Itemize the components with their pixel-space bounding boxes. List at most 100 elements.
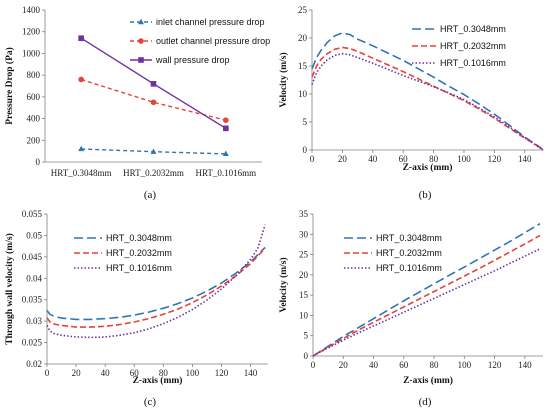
x-tick-label: 80 <box>430 360 440 370</box>
series-hrt-0-2032mm <box>312 234 541 357</box>
x-tick-label: 60 <box>399 154 409 164</box>
y-tick-label: 200 <box>27 135 41 145</box>
legend-marker <box>138 18 144 25</box>
x-tick-label: 140 <box>244 368 258 378</box>
data-point-marker <box>78 145 85 152</box>
data-point-marker <box>78 76 84 83</box>
legend-label: HRT_0.2032mm <box>376 248 442 258</box>
y-tick-label: 0.04 <box>26 273 42 283</box>
series-line <box>311 32 544 151</box>
x-tick-label: 120 <box>488 154 502 164</box>
chart-panel-c: 0.02 0.025 0.03 0.035 0.04 0.045 0.05 0.055 0 20 4… <box>4 209 268 408</box>
panel-caption: (b) <box>419 189 432 201</box>
data-point-marker <box>150 81 157 87</box>
x-tick-label: 80 <box>159 368 169 378</box>
y-axis-label: Velocity (m/s) <box>278 52 289 107</box>
series-line <box>46 247 266 328</box>
y-tick-label: 0.055 <box>22 209 43 219</box>
series-hrt-0-2032mm <box>46 247 266 328</box>
legend-label: HRT_0.1016mm <box>106 263 172 273</box>
legend-marker <box>138 38 144 44</box>
x-category-label: HRT_0.3048mm <box>51 168 112 178</box>
series-line <box>312 248 541 357</box>
series-hrt-0-3048mm <box>311 32 544 151</box>
legend-marker <box>138 57 144 63</box>
legend-label: inlet channel pressure drop <box>156 17 265 27</box>
series-hrt-0-1016mm <box>311 52 544 151</box>
x-tick-label: 0 <box>45 368 50 378</box>
y-tick-label: 1000 <box>22 48 41 58</box>
y-tick-label: 20 <box>299 270 309 280</box>
y-tick-label: 600 <box>27 92 41 102</box>
series-inlet-channel-pressure-drop <box>78 145 229 157</box>
legend-label: wall pressure drop <box>155 55 230 65</box>
x-tick-label: 0 <box>310 154 315 164</box>
y-tick-label: 5 <box>303 117 308 127</box>
y-tick-label: 800 <box>27 70 41 80</box>
x-tick-label: 60 <box>130 368 140 378</box>
chart-panel-d: 0 5 10 15 20 25 30 35 0 20 40 60 80 100 120 140 Velocity… <box>278 209 543 408</box>
x-axis-label: Z-axis (mm) <box>403 162 453 173</box>
x-category-label: HRT_0.1016mm <box>195 168 256 178</box>
y-tick-label: 0.03 <box>26 316 42 326</box>
legend: HRT_0.3048mm HRT_0.2032mm HRT_0.1016mm <box>74 233 172 273</box>
y-tick-label: 20 <box>298 33 308 43</box>
series-outlet-channel-pressure-drop <box>78 76 229 123</box>
y-tick-label: 0.045 <box>22 252 43 262</box>
x-tick-label: 140 <box>518 360 532 370</box>
legend: HRT_0.3048mm HRT_0.2032mm HRT_0.1016mm <box>344 233 442 273</box>
y-tick-label: 10 <box>298 89 308 99</box>
panel-caption: (c) <box>144 396 157 408</box>
y-tick-label: 0.05 <box>26 230 42 240</box>
legend-label: HRT_0.2032mm <box>106 248 172 258</box>
panel-caption: (d) <box>419 396 432 408</box>
data-point-marker <box>223 125 229 132</box>
y-axis-label: Pressure Drop (Pa) <box>4 47 15 125</box>
series-line <box>46 246 266 321</box>
series-line <box>311 46 544 151</box>
y-tick-label: 1400 <box>22 5 41 15</box>
legend-label: HRT_0.3048mm <box>376 233 442 243</box>
y-tick-label: 0 <box>303 145 308 155</box>
y-tick-label: 15 <box>298 61 308 71</box>
series-line <box>312 223 541 357</box>
legend-label: HRT_0.1016mm <box>440 58 506 68</box>
series-hrt-0-1016mm <box>46 224 266 339</box>
x-tick-label: 40 <box>369 360 379 370</box>
x-tick-label: 80 <box>429 154 439 164</box>
series-hrt-0-2032mm <box>311 46 544 151</box>
legend-label: HRT_0.2032mm <box>440 41 506 51</box>
series-hrt-0-1016mm <box>312 248 541 357</box>
y-tick-label: 25 <box>298 5 308 15</box>
y-axis-label: Velocity (m/s) <box>278 257 289 312</box>
x-tick-label: 120 <box>488 360 502 370</box>
series-hrt-0-3048mm <box>312 223 541 357</box>
x-tick-label: 40 <box>368 154 378 164</box>
y-tick-label: 400 <box>27 114 41 124</box>
x-tick-label: 0 <box>311 360 316 370</box>
data-point-marker <box>223 117 229 123</box>
series-wall-pressure-drop <box>78 35 229 132</box>
x-tick-label: 20 <box>338 154 348 164</box>
y-tick-label: 5 <box>304 331 309 341</box>
y-tick-label: 15 <box>299 290 309 300</box>
y-tick-label: 0 <box>36 157 41 167</box>
x-category-label: HRT_0.2032mm <box>123 168 184 178</box>
x-tick-label: 120 <box>215 368 229 378</box>
x-axis-label: Z-axis (mm) <box>403 375 453 386</box>
series-hrt-0-3048mm <box>46 246 266 321</box>
x-tick-label: 20 <box>339 360 349 370</box>
x-tick-label: 40 <box>101 368 111 378</box>
legend: inlet channel pressure drop outlet channe… <box>130 17 270 65</box>
legend-label: HRT_0.1016mm <box>376 263 442 273</box>
x-tick-label: 140 <box>518 154 532 164</box>
y-tick-label: 0.035 <box>22 295 43 305</box>
panel-caption: (a) <box>144 189 157 201</box>
chart-panel-b: 0 5 10 15 20 25 0 20 40 60 80 100 120 140 Velocity (m/… <box>278 5 544 201</box>
legend: HRT_0.3048mm HRT_0.2032mm HRT_0.1016mm <box>412 24 506 68</box>
y-tick-label: 25 <box>299 250 309 260</box>
y-tick-label: 35 <box>299 209 309 219</box>
y-tick-label: 10 <box>299 310 309 320</box>
